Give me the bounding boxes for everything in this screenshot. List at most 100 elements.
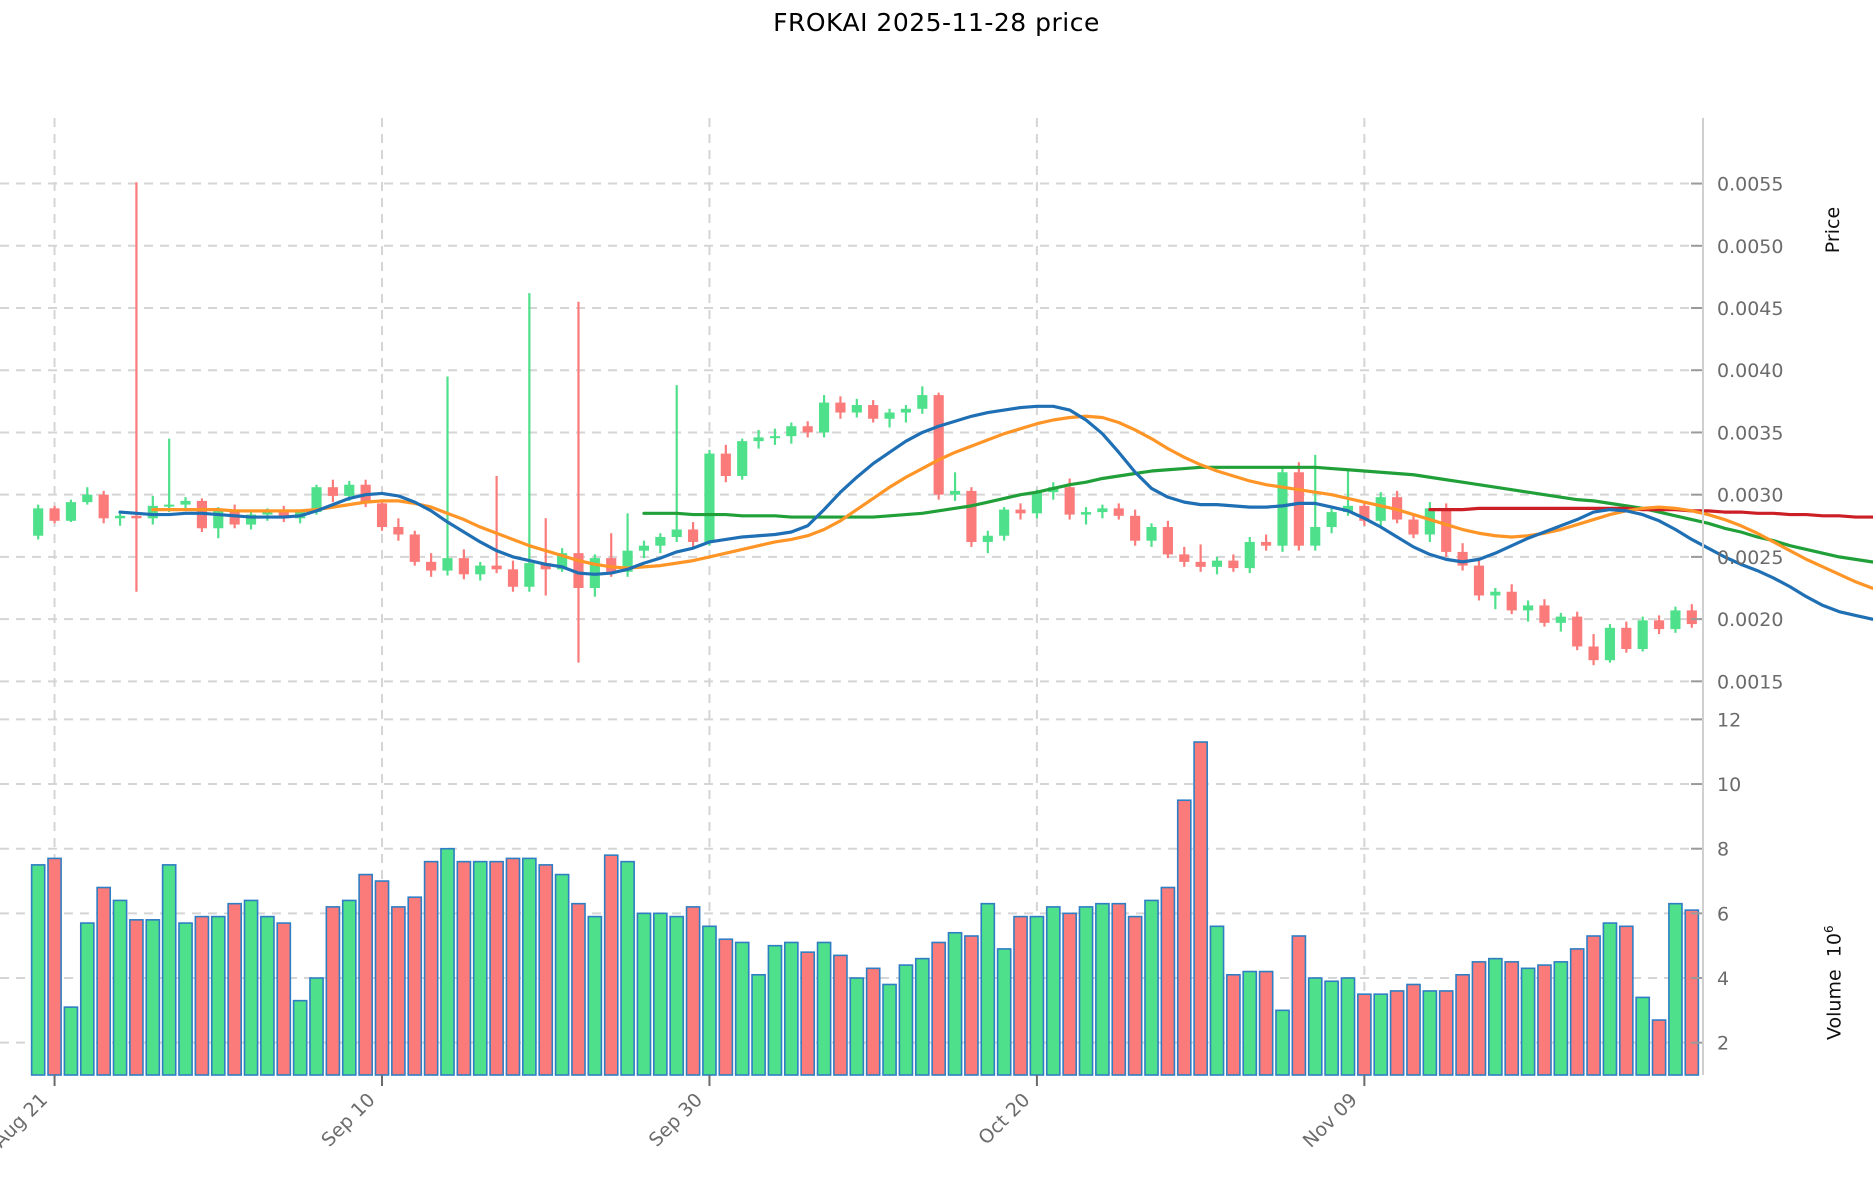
candle-body xyxy=(82,494,93,503)
candle-body xyxy=(278,512,289,519)
candle-body xyxy=(999,509,1010,536)
price-tick-label: 0.0050 xyxy=(1717,236,1783,258)
volume-tick-label: 6 xyxy=(1717,903,1729,925)
candle-body xyxy=(1621,627,1632,649)
volume-bar xyxy=(882,983,897,1076)
candle-body xyxy=(1310,527,1321,546)
price-tick-label: 0.0055 xyxy=(1717,174,1783,196)
volume-tick-label: 2 xyxy=(1717,1033,1729,1055)
volume-bar xyxy=(1127,915,1143,1076)
volume-bar xyxy=(849,977,865,1076)
candle-body xyxy=(671,529,682,537)
candle-body xyxy=(475,565,486,575)
candle-body xyxy=(933,395,944,495)
candle-body xyxy=(1604,627,1616,661)
candle-body xyxy=(1408,519,1419,535)
volume-bar xyxy=(1029,915,1045,1076)
candle-body xyxy=(868,405,879,419)
volume-bar xyxy=(1226,973,1241,1076)
volume-bar xyxy=(1684,909,1700,1076)
volume-bar xyxy=(816,941,832,1076)
volume-bar xyxy=(554,873,570,1076)
chart-title: FROKAI 2025-11-28 price xyxy=(773,8,1100,37)
volume-bar xyxy=(931,941,947,1076)
candle-body xyxy=(1572,616,1583,647)
price-tick-label: 0.0020 xyxy=(1717,609,1783,631)
volume-bar xyxy=(440,847,455,1076)
volume-bar xyxy=(178,922,193,1076)
volume-bar xyxy=(1242,970,1258,1076)
candle-body xyxy=(753,437,764,442)
candle-body xyxy=(802,426,813,433)
volume-bar xyxy=(1635,996,1651,1076)
candle-body xyxy=(1261,541,1272,546)
candle-body xyxy=(638,545,650,551)
candle-body xyxy=(540,563,551,570)
candle-body xyxy=(573,553,584,588)
candle-body xyxy=(1179,554,1190,562)
volume-bar xyxy=(571,902,586,1076)
volume-bar xyxy=(1602,922,1618,1076)
candle-body xyxy=(1457,551,1468,566)
volume-bar xyxy=(1455,973,1470,1076)
volume-bar xyxy=(603,854,619,1076)
candle-body xyxy=(1653,620,1665,630)
volume-bar xyxy=(129,919,144,1076)
volume-bar xyxy=(1487,957,1503,1076)
candle-body xyxy=(835,402,846,413)
candle-body xyxy=(1244,541,1255,569)
candle-body xyxy=(262,512,273,515)
candle-body xyxy=(1113,508,1124,516)
candle-body xyxy=(851,405,862,413)
volume-bar xyxy=(1176,799,1192,1076)
volume-bar xyxy=(1095,902,1110,1076)
candle-body xyxy=(1277,472,1288,546)
volume-bar xyxy=(112,899,128,1076)
candle-body xyxy=(1441,508,1452,552)
candle-body xyxy=(1506,591,1517,611)
volume-tick-label: 4 xyxy=(1717,968,1729,990)
candle-body xyxy=(458,558,469,575)
candle-body xyxy=(606,558,617,572)
volume-bar xyxy=(309,977,324,1076)
candle-body xyxy=(213,509,224,529)
volume-bar xyxy=(1406,983,1421,1076)
candle-body xyxy=(409,534,420,562)
volume-bar xyxy=(669,915,685,1076)
price-tick-label: 0.0015 xyxy=(1717,671,1783,693)
volume-bar xyxy=(341,899,357,1076)
volume-bar xyxy=(636,912,652,1076)
price-tick-label: 0.0040 xyxy=(1717,360,1783,382)
volume-bar xyxy=(1275,1009,1290,1076)
volume-panel xyxy=(30,741,1700,1076)
volume-bar xyxy=(718,938,734,1076)
candle-body xyxy=(737,441,748,476)
volume-bar xyxy=(898,964,914,1076)
ma-line-short xyxy=(118,404,1873,621)
date-tick-label: Nov 09 xyxy=(1299,1089,1362,1152)
volume-bar xyxy=(685,906,701,1076)
price-tick-label: 0.0025 xyxy=(1717,547,1783,569)
volume-bar xyxy=(1013,915,1028,1076)
volume-bar xyxy=(833,954,848,1076)
candle-body xyxy=(426,561,437,571)
date-tick-label: Sep 10 xyxy=(317,1089,379,1151)
volume-bar xyxy=(325,906,341,1076)
volume-bar xyxy=(423,860,439,1076)
volume-bar xyxy=(1537,964,1552,1076)
volume-bar xyxy=(1144,899,1159,1076)
candle-body xyxy=(1080,512,1092,515)
candle-body xyxy=(311,487,322,513)
candle-body xyxy=(1424,508,1435,535)
volume-bar xyxy=(489,860,504,1076)
candle-body xyxy=(1064,487,1075,515)
volume-bar xyxy=(652,912,668,1076)
ma-line-long xyxy=(642,465,1873,564)
volume-bar xyxy=(1160,886,1176,1076)
volume-bar xyxy=(1193,741,1208,1076)
candle-body xyxy=(1146,527,1157,541)
ma-line-mid xyxy=(151,414,1873,591)
volume-tick-label: 12 xyxy=(1717,709,1741,731)
volume-bar xyxy=(210,915,226,1076)
price-tick-label: 0.0045 xyxy=(1717,298,1783,320)
